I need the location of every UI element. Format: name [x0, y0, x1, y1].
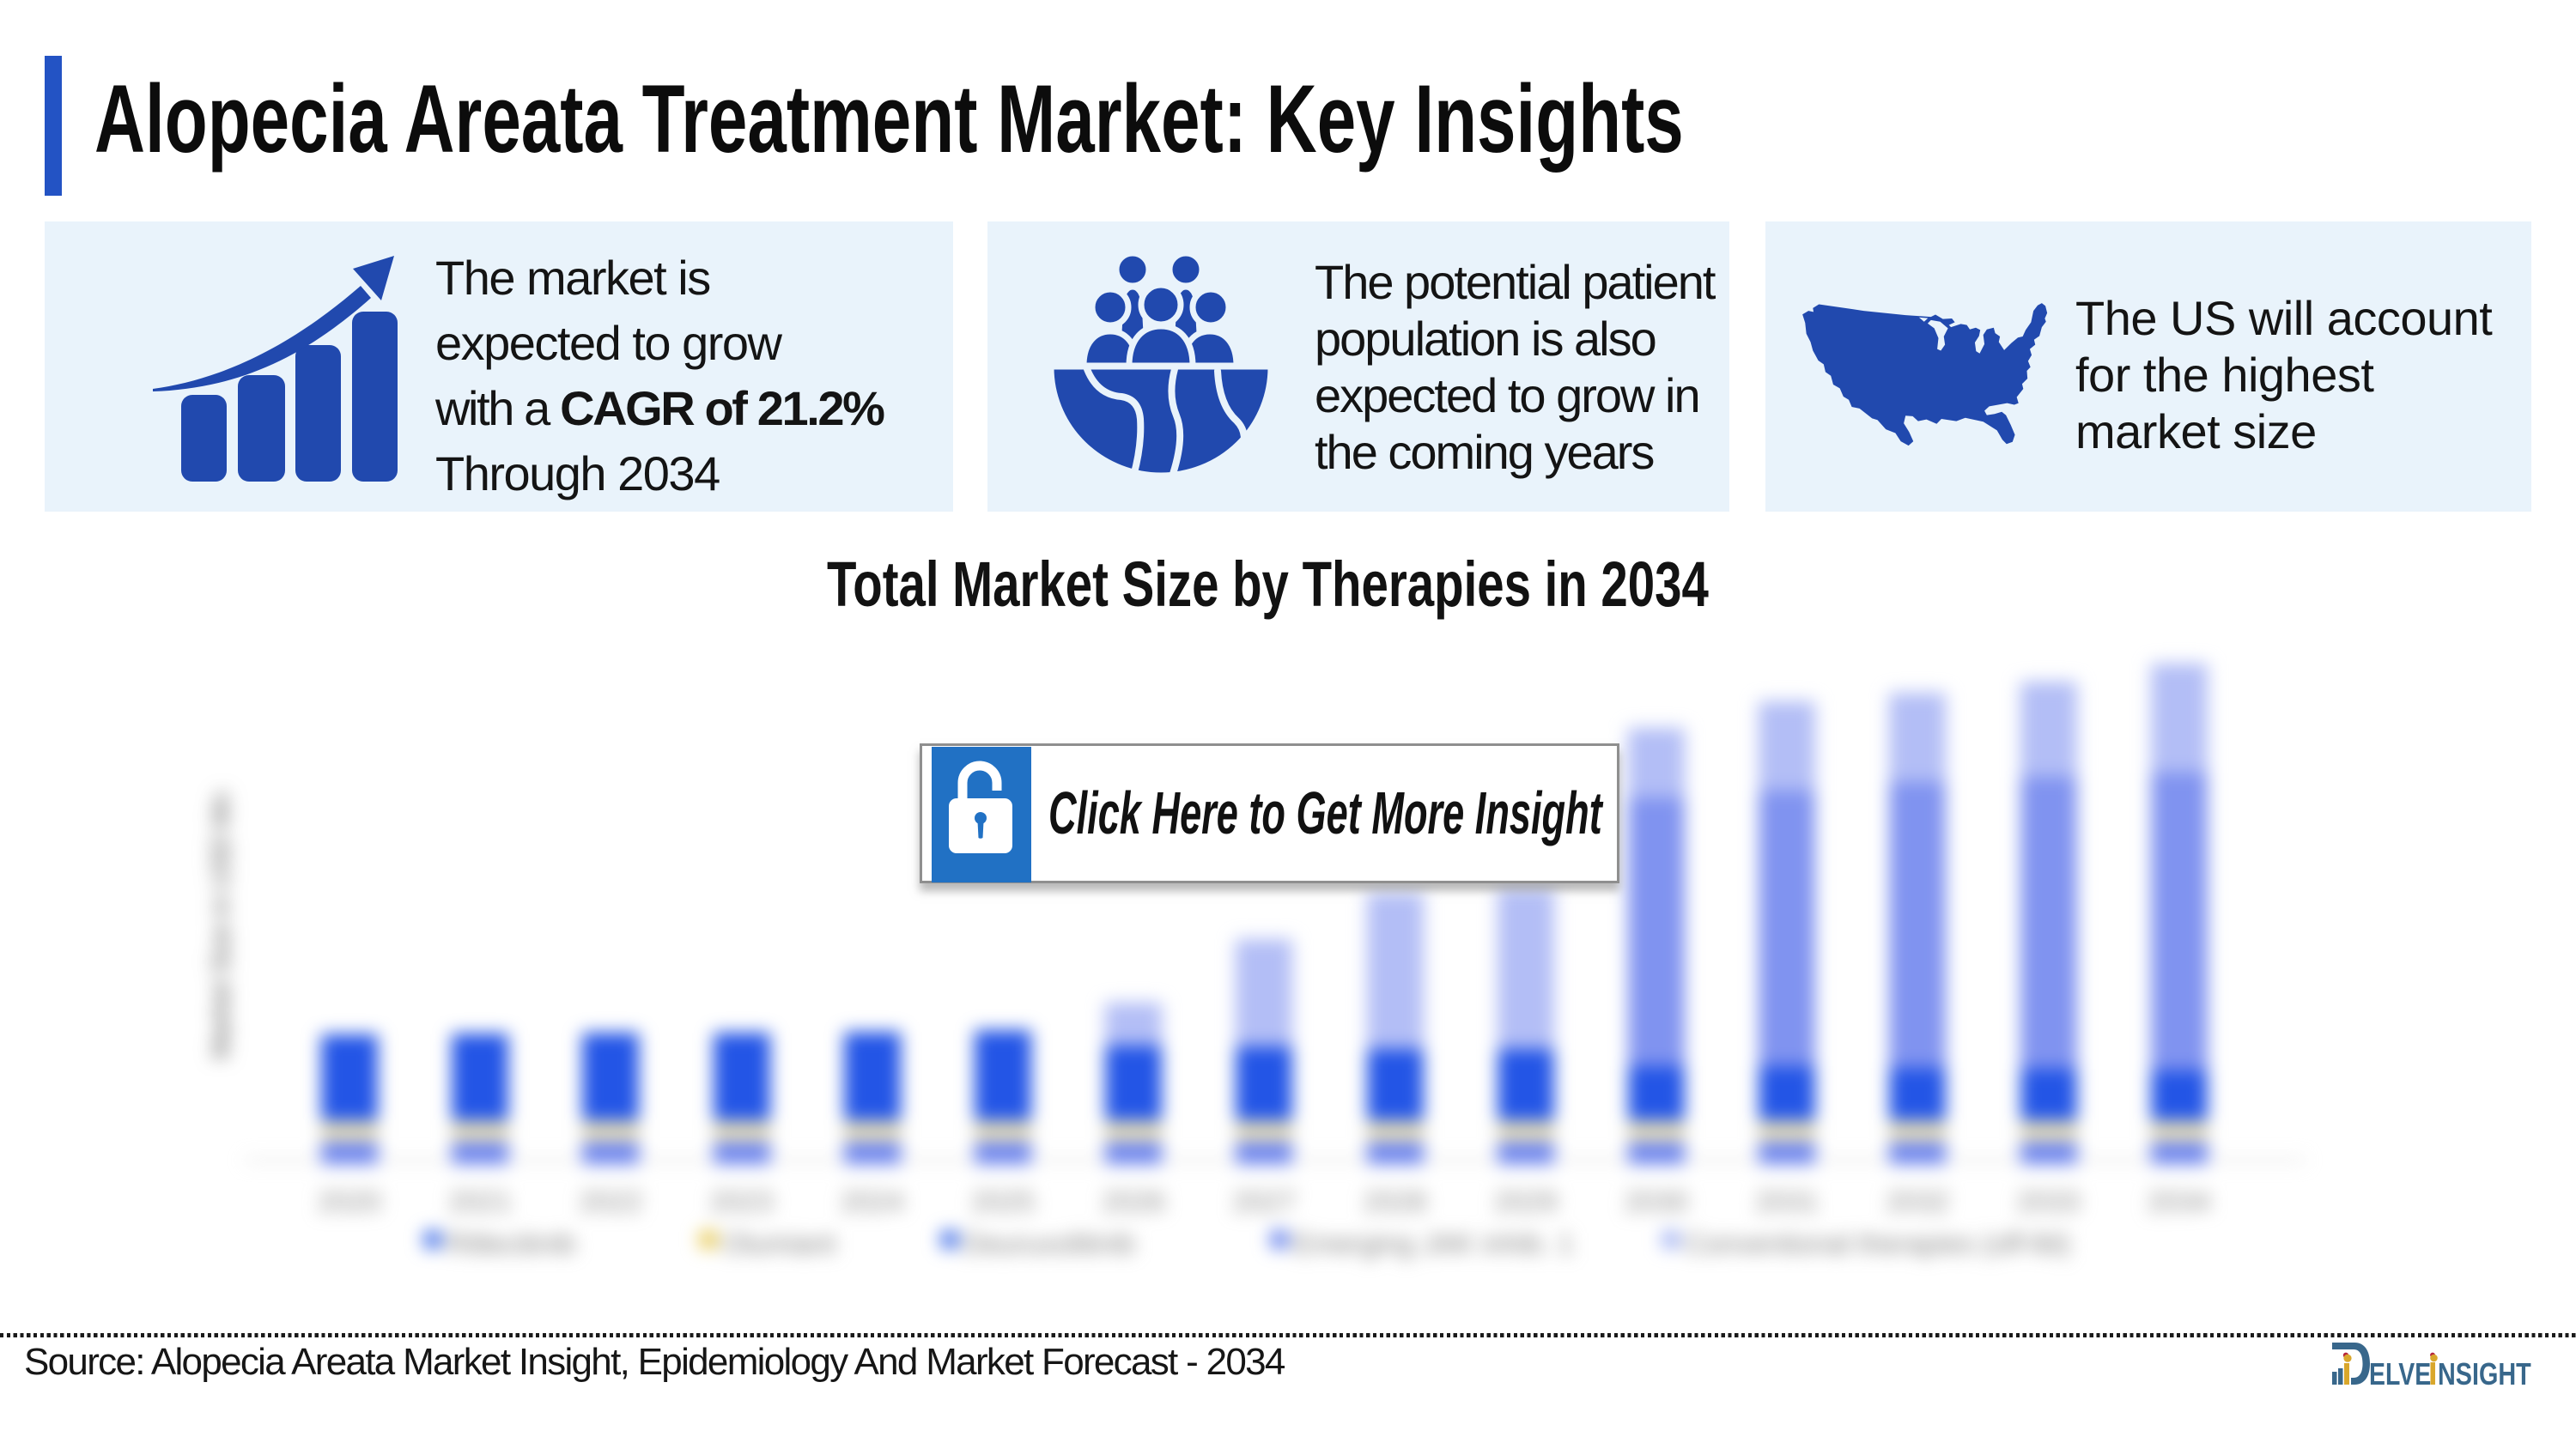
svg-text:NSIGHT: NSIGHT [2438, 1356, 2531, 1391]
svg-text:ELVE: ELVE [2369, 1357, 2431, 1391]
